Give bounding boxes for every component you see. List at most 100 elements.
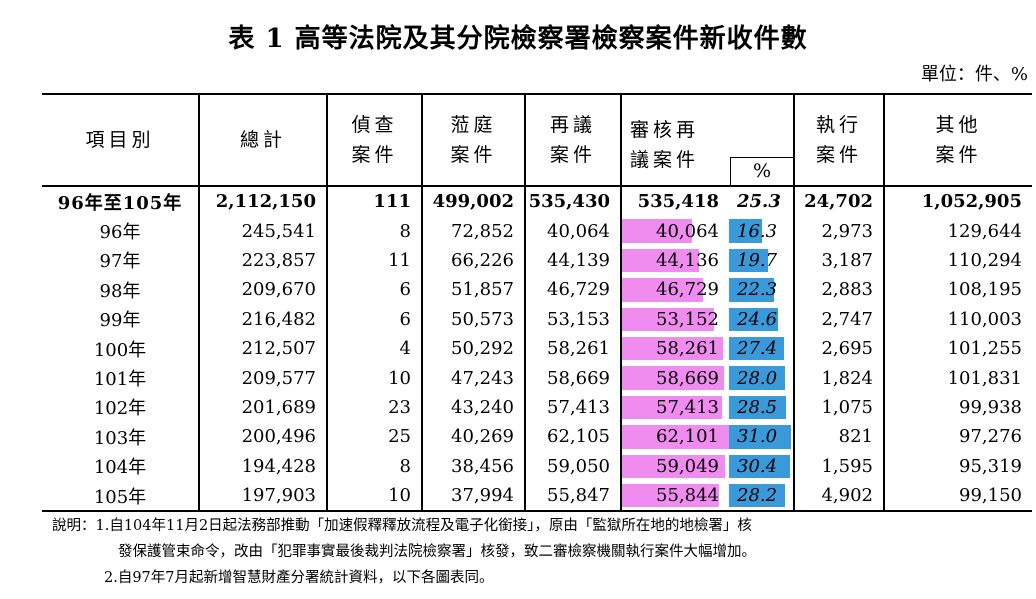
- cell-total: 197,903: [199, 480, 328, 513]
- cell-investigation: 8: [327, 451, 423, 481]
- cell-review: 57,413: [525, 392, 622, 423]
- row-label-value: 101年: [93, 369, 147, 391]
- cell-audit: 55,844: [621, 480, 729, 513]
- row-label-value: 105年: [93, 486, 147, 508]
- cell-review-value: 58,261: [547, 338, 610, 360]
- cell-execution-value: 4,902: [821, 485, 873, 507]
- cell-audit-value: 46,729: [656, 279, 719, 301]
- cell-trial-value: 38,456: [451, 455, 514, 477]
- row-label-value: 102年: [93, 398, 147, 420]
- audit-bar: [622, 366, 724, 390]
- cell-other: 99,938: [884, 393, 1032, 422]
- cell-audit: 46,729: [621, 275, 729, 304]
- header-trial: 蒞庭 案件: [422, 93, 526, 187]
- cell-review: 535,430: [525, 186, 622, 217]
- cell-execution-value: 1,595: [821, 455, 873, 477]
- cell-audit-value: 55,844: [656, 485, 719, 507]
- note-line-2: 發保護管束命令，改由「犯罪事實最後裁判法院檢察署」核發，致二審檢察機關執行案件大…: [118, 544, 756, 560]
- cell-audit: 58,669: [621, 363, 729, 392]
- cell-other-value: 1,052,905: [921, 191, 1022, 213]
- cell-execution-value: 821: [838, 426, 873, 448]
- cell-percent-value: 28.5: [737, 396, 778, 418]
- row-label: 101年: [42, 363, 200, 393]
- cell-percent-value: 22.3: [737, 279, 778, 301]
- cell-execution: 3,187: [794, 245, 885, 276]
- cell-investigation-value: 10: [388, 485, 411, 507]
- cell-percent-value: 28.2: [737, 485, 778, 507]
- percent-bar: [729, 366, 785, 390]
- cell-trial: 38,456: [422, 451, 526, 481]
- cell-audit: 57,413: [621, 393, 729, 422]
- cell-trial-value: 50,573: [451, 308, 514, 330]
- row-label: 100年: [42, 333, 200, 364]
- cell-investigation: 23: [327, 392, 423, 423]
- cell-percent: 30.4: [729, 451, 795, 481]
- cell-total-value: 194,428: [241, 455, 316, 477]
- cell-other: 108,195: [884, 275, 1032, 304]
- cell-percent-value: 30.4: [737, 455, 778, 477]
- cell-audit: 53,152: [621, 305, 729, 334]
- cell-audit: 40,064: [621, 216, 729, 245]
- percent-bar: [729, 307, 778, 331]
- audit-bar: [622, 248, 699, 273]
- cell-review-value: 53,153: [547, 308, 610, 330]
- cell-audit: 535,418: [621, 186, 729, 216]
- cell-other: 101,255: [884, 334, 1032, 363]
- table-row: 102年 201,689 23 43,240 57,413 57,413 28.5 1,075…: [42, 392, 1032, 423]
- cell-review-value: 535,430: [528, 191, 610, 213]
- row-label: 104年: [42, 451, 200, 481]
- cell-investigation: 10: [327, 363, 423, 393]
- cell-other-value: 101,831: [947, 367, 1022, 389]
- cell-investigation: 10: [327, 480, 423, 513]
- cell-other-value: 129,644: [947, 220, 1022, 242]
- row-label: 98年: [42, 275, 200, 305]
- table-row: 99年 216,482 6 50,573 53,153 53,152 24.6 2,747 11…: [42, 304, 1032, 334]
- cell-execution: 4,902: [794, 480, 885, 513]
- cell-execution: 2,747: [794, 304, 885, 334]
- table-row: 98年 209,670 6 51,857 46,729 46,729 22.3 2,883 10…: [42, 275, 1032, 305]
- percent-bar: [729, 395, 786, 420]
- cell-total: 216,482: [199, 304, 328, 334]
- table-row: 97年 223,857 11 66,226 44,139 44,136 19.7 3,187 1…: [42, 245, 1032, 276]
- cell-audit: 62,101: [621, 422, 730, 451]
- row-label-value: 96年: [99, 222, 141, 244]
- cell-review: 46,729: [525, 275, 622, 305]
- cell-total-value: 197,903: [241, 485, 316, 507]
- cell-execution: 2,883: [794, 275, 885, 305]
- percent-bar: [729, 483, 785, 508]
- cell-execution: 1,075: [794, 392, 885, 423]
- cell-review: 59,050: [525, 451, 622, 481]
- cell-review-value: 46,729: [547, 279, 610, 301]
- cell-audit-value: 58,669: [656, 367, 719, 389]
- cell-total: 2,112,150: [199, 186, 328, 217]
- cell-total-value: 2,112,150: [215, 191, 316, 213]
- cell-percent-value: 25.3: [737, 191, 781, 213]
- cell-other-value: 110,003: [947, 308, 1022, 330]
- row-label: 96年至105年: [42, 186, 200, 217]
- audit-bar: [622, 278, 703, 302]
- cell-execution: 2,973: [794, 216, 885, 246]
- table-row: 103年 200,496 25 40,269 62,105 62,101 31.0 821 97…: [42, 422, 1032, 452]
- cell-review: 62,105: [525, 422, 622, 452]
- cell-investigation-value: 6: [399, 279, 411, 301]
- cell-audit-value: 58,261: [656, 338, 719, 360]
- row-label-value: 104年: [93, 457, 147, 479]
- table-row: 104年 194,428 8 38,456 59,050 59,049 30.4 1,595 9…: [42, 451, 1032, 481]
- cell-percent: 25.3: [729, 186, 795, 217]
- row-label-value: 99年: [99, 310, 141, 332]
- header-review: 再議 案件: [525, 93, 622, 187]
- cell-investigation-value: 111: [373, 191, 411, 213]
- row-label-value: 96年至105年: [57, 192, 183, 214]
- cell-other-value: 99,150: [959, 485, 1022, 507]
- cell-total: 245,541: [199, 216, 328, 246]
- cell-execution: 1,595: [794, 451, 885, 481]
- table-row: 101年 209,577 10 47,243 58,669 58,669 28.0 1,824…: [42, 363, 1032, 393]
- cell-other-value: 95,319: [959, 455, 1022, 477]
- cell-total-value: 216,482: [241, 308, 316, 330]
- cell-investigation-value: 10: [388, 367, 411, 389]
- percent-bar: [729, 278, 774, 302]
- cell-percent-value: 27.4: [737, 338, 778, 360]
- cell-total: 212,507: [199, 333, 328, 364]
- row-label-value: 103年: [93, 427, 147, 449]
- header-investigation: 偵查 案件: [327, 93, 423, 187]
